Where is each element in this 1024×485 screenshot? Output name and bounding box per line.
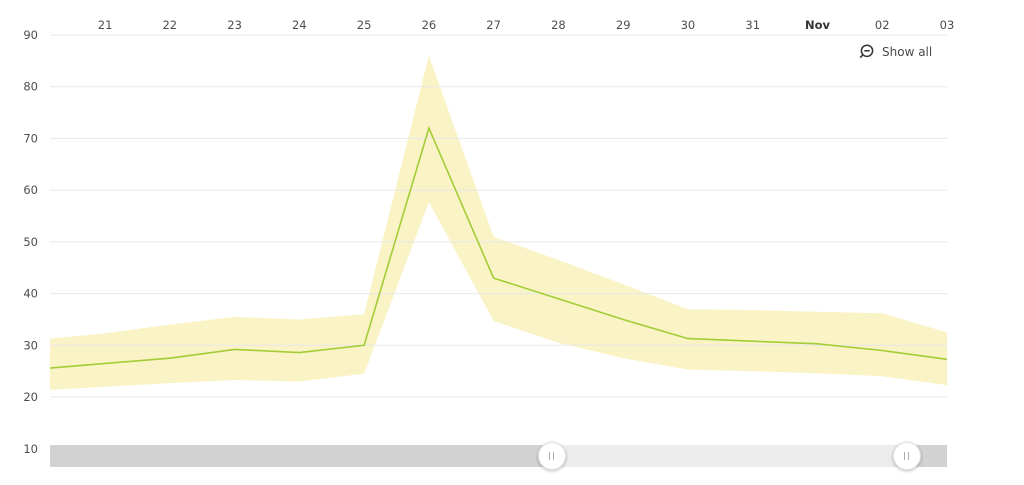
- y-axis-label: 40: [23, 287, 38, 301]
- x-axis-label: 29: [616, 18, 631, 32]
- x-axis-label: 28: [551, 18, 566, 32]
- x-axis-label: 21: [98, 18, 113, 32]
- x-axis-label: Nov: [805, 18, 831, 32]
- x-axis-label: 23: [227, 18, 242, 32]
- scrollbar-track-left[interactable]: [50, 445, 552, 467]
- y-axis-label: 30: [23, 338, 38, 352]
- scrollbar-handle-right[interactable]: [892, 442, 921, 470]
- y-axis-label: 80: [23, 80, 38, 94]
- y-axis-label: 60: [23, 183, 38, 197]
- x-axis-label: 24: [292, 18, 307, 32]
- range-scrollbar[interactable]: [50, 442, 947, 470]
- x-axis-label: 03: [940, 18, 955, 32]
- show-all-label: Show all: [882, 45, 933, 59]
- rank-line: [49, 125, 948, 369]
- x-axis-label: 25: [357, 18, 372, 32]
- show-all-button[interactable]: Show all: [858, 42, 932, 62]
- x-axis-label: 26: [422, 18, 437, 32]
- x-axis-label: 31: [745, 18, 760, 32]
- confidence-band: [50, 55, 947, 390]
- zoom-out-icon: [859, 44, 874, 59]
- x-axis-label: 22: [162, 18, 177, 32]
- scrollbar-handle-left[interactable]: [537, 442, 566, 470]
- y-axis-label: 20: [23, 390, 38, 404]
- y-axis-label: 10: [23, 442, 38, 456]
- y-axis-label: 90: [23, 28, 38, 42]
- y-axis-label: 50: [23, 235, 38, 249]
- x-axis-label: 02: [875, 18, 890, 32]
- x-axis-label: 30: [681, 18, 696, 32]
- y-axis-label: 70: [23, 131, 38, 145]
- scrollbar-selected-range[interactable]: [551, 445, 907, 467]
- x-axis-label: 27: [486, 18, 501, 32]
